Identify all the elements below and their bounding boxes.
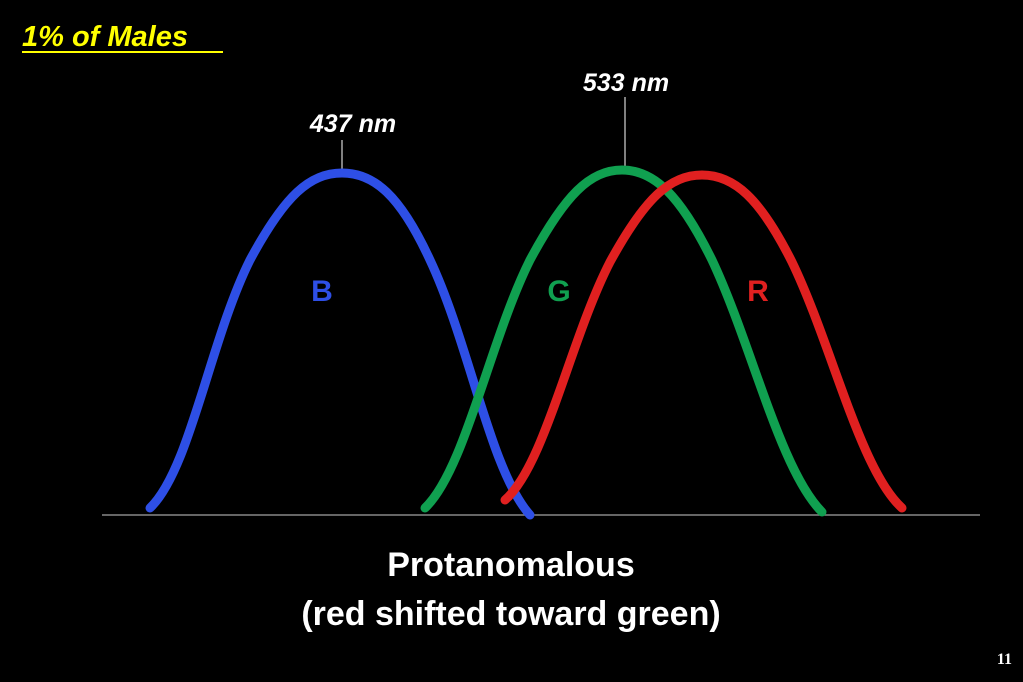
curve-label: B	[311, 275, 333, 308]
red-curve	[500, 170, 907, 513]
slide-title: 1% of Males	[22, 21, 188, 53]
caption: (red shifted toward green)	[301, 595, 720, 633]
peak-label: 437 nm	[309, 110, 396, 138]
peak-label: 533 nm	[583, 69, 669, 97]
blue-curve	[145, 168, 535, 520]
green-curve	[420, 165, 827, 517]
curve-label: R	[747, 275, 769, 308]
page-number: 11	[997, 651, 1012, 668]
caption: Protanomalous	[387, 546, 634, 584]
curve-label: G	[547, 275, 570, 308]
